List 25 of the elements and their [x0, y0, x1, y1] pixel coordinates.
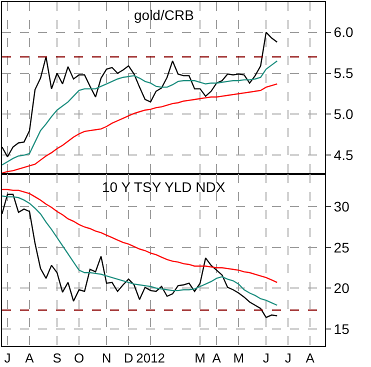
- y-tick-label: 30: [334, 198, 350, 215]
- x-tick-label: J: [284, 350, 292, 366]
- chart-title: gold/CRB: [134, 7, 194, 23]
- chart-title: 10 Y TSY YLD NDX: [102, 179, 226, 195]
- x-tick-label: J: [4, 350, 11, 366]
- y-tick-label: 15: [334, 320, 350, 337]
- line-series: [2, 60, 278, 166]
- x-tick-label: J: [262, 350, 270, 366]
- y-tick-label: 4.5: [334, 147, 354, 164]
- y-tick-label: 20: [334, 280, 350, 296]
- x-tick-label: A: [25, 350, 34, 366]
- x-tick-label: O: [74, 350, 84, 366]
- y-tick-label: 5.0: [334, 106, 354, 122]
- x-tick-label: D: [124, 350, 134, 366]
- x-tick-label: 2012: [136, 350, 166, 366]
- x-tick-label: S: [52, 350, 62, 366]
- x-tick-label: A: [212, 350, 222, 366]
- y-tick-label: 25: [334, 239, 350, 256]
- x-tick-label: M: [233, 350, 244, 366]
- x-tick-label: A: [306, 350, 315, 366]
- x-tick-label: M: [194, 350, 206, 366]
- y-tick-label: 6.0: [334, 24, 354, 40]
- y-tick-label: 5.5: [334, 65, 354, 82]
- line-series: [2, 83, 278, 174]
- x-tick-label: N: [102, 350, 112, 366]
